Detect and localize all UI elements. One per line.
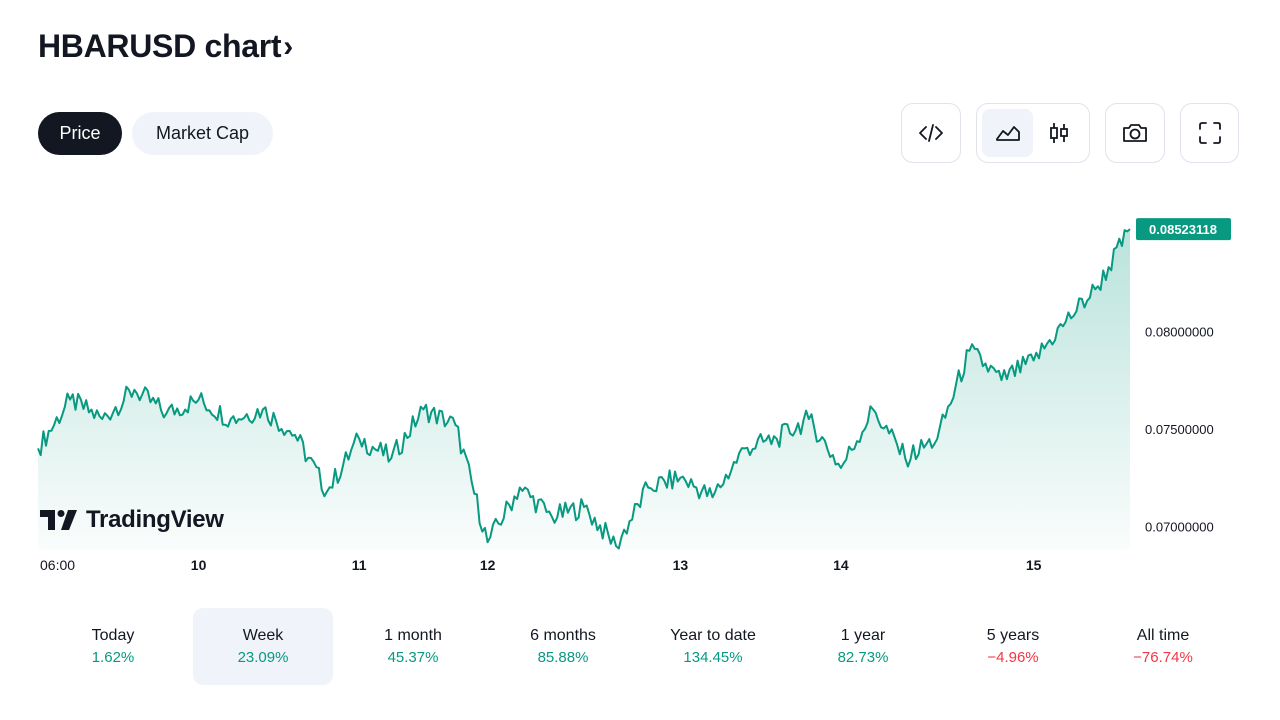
period-label: 1 month bbox=[384, 627, 442, 644]
camera-icon bbox=[1123, 124, 1147, 142]
tradingview-logo-icon bbox=[40, 510, 77, 530]
last-price-badge bbox=[1136, 218, 1231, 241]
candles-chart-button[interactable] bbox=[1033, 109, 1084, 157]
period-change-value: −4.96% bbox=[987, 649, 1039, 666]
fullscreen-icon bbox=[1198, 122, 1221, 144]
x-axis: 06:00 10 11 12 13 14 15 bbox=[40, 557, 1042, 573]
period-label: All time bbox=[1136, 627, 1190, 644]
period-1-year[interactable]: 1 year 82.73% bbox=[793, 608, 933, 685]
period-year-to-date[interactable]: Year to date 134.45% bbox=[643, 608, 783, 685]
last-price-label: 0.08523118 bbox=[1136, 218, 1231, 241]
price-chart-svg: 0.08000000 0.07500000 0.07000000 06:00 10 11… bbox=[37, 218, 1231, 573]
tab-market-cap[interactable]: Market Cap bbox=[132, 112, 273, 155]
embed-code-icon bbox=[919, 124, 943, 142]
area-chart-button[interactable] bbox=[982, 109, 1033, 157]
y-tick-label: 0.08000000 bbox=[1145, 324, 1214, 339]
period-change-value: 134.45% bbox=[683, 649, 743, 666]
x-tick-label: 13 bbox=[673, 557, 689, 573]
price-area-fill bbox=[38, 229, 1130, 550]
tab-price-label: Price bbox=[59, 123, 101, 143]
period-label: 1 year bbox=[840, 627, 886, 644]
period-change-value: 1.62% bbox=[91, 649, 135, 666]
y-axis: 0.08000000 0.07500000 0.07000000 bbox=[1145, 324, 1214, 534]
x-tick-label: 10 bbox=[191, 557, 207, 573]
x-tick-label: 06:00 bbox=[40, 557, 75, 573]
tradingview-logo-text: TradingView bbox=[86, 506, 224, 533]
period-label: Year to date bbox=[670, 627, 756, 644]
area-chart-icon bbox=[995, 126, 1020, 141]
x-tick-label: 14 bbox=[833, 557, 849, 573]
y-tick-label: 0.07000000 bbox=[1145, 520, 1214, 535]
price-chart[interactable]: 0.08000000 0.07500000 0.07000000 06:00 10 11… bbox=[0, 175, 1280, 585]
embed-button[interactable] bbox=[901, 103, 961, 163]
period-all-time[interactable]: All time −76.74% bbox=[1093, 608, 1233, 685]
x-tick-label: 11 bbox=[352, 557, 367, 573]
tab-price[interactable]: Price bbox=[38, 112, 122, 155]
period-change-value: 82.73% bbox=[837, 649, 889, 666]
x-tick-label: 12 bbox=[480, 557, 496, 573]
tab-market-cap-label: Market Cap bbox=[155, 123, 250, 143]
last-price-text: 0.08523118 bbox=[1149, 222, 1217, 237]
chart-title-link[interactable]: HBARUSD chart › bbox=[38, 28, 293, 65]
period-label: 5 years bbox=[986, 627, 1040, 644]
page-title: HBARUSD chart bbox=[38, 28, 282, 64]
period-change-value: 85.88% bbox=[537, 649, 589, 666]
period-change-value: −76.74% bbox=[1133, 649, 1193, 666]
period-6-months[interactable]: 6 months 85.88% bbox=[493, 608, 633, 685]
fullscreen-button[interactable] bbox=[1180, 103, 1239, 163]
period-label: Today bbox=[91, 627, 135, 644]
screenshot-button[interactable] bbox=[1105, 103, 1165, 163]
period-change-value: 45.37% bbox=[387, 649, 439, 666]
tradingview-logo[interactable]: TradingView bbox=[40, 506, 224, 534]
period-label: 6 months bbox=[530, 627, 596, 644]
period-today[interactable]: Today 1.62% bbox=[43, 608, 183, 685]
x-tick-label: 15 bbox=[1026, 557, 1042, 573]
period-1-month[interactable]: 1 month 45.37% bbox=[343, 608, 483, 685]
chevron-right-icon: › bbox=[283, 29, 293, 63]
period-5-years[interactable]: 5 years −4.96% bbox=[943, 608, 1083, 685]
y-tick-label: 0.07500000 bbox=[1145, 422, 1214, 437]
period-label: Week bbox=[242, 627, 284, 644]
period-week[interactable]: Week 23.09% bbox=[193, 608, 333, 685]
chart-type-group bbox=[976, 103, 1090, 163]
period-change-value: 23.09% bbox=[237, 649, 289, 666]
price-line bbox=[37, 228, 1131, 550]
candles-chart-icon bbox=[1049, 123, 1068, 143]
